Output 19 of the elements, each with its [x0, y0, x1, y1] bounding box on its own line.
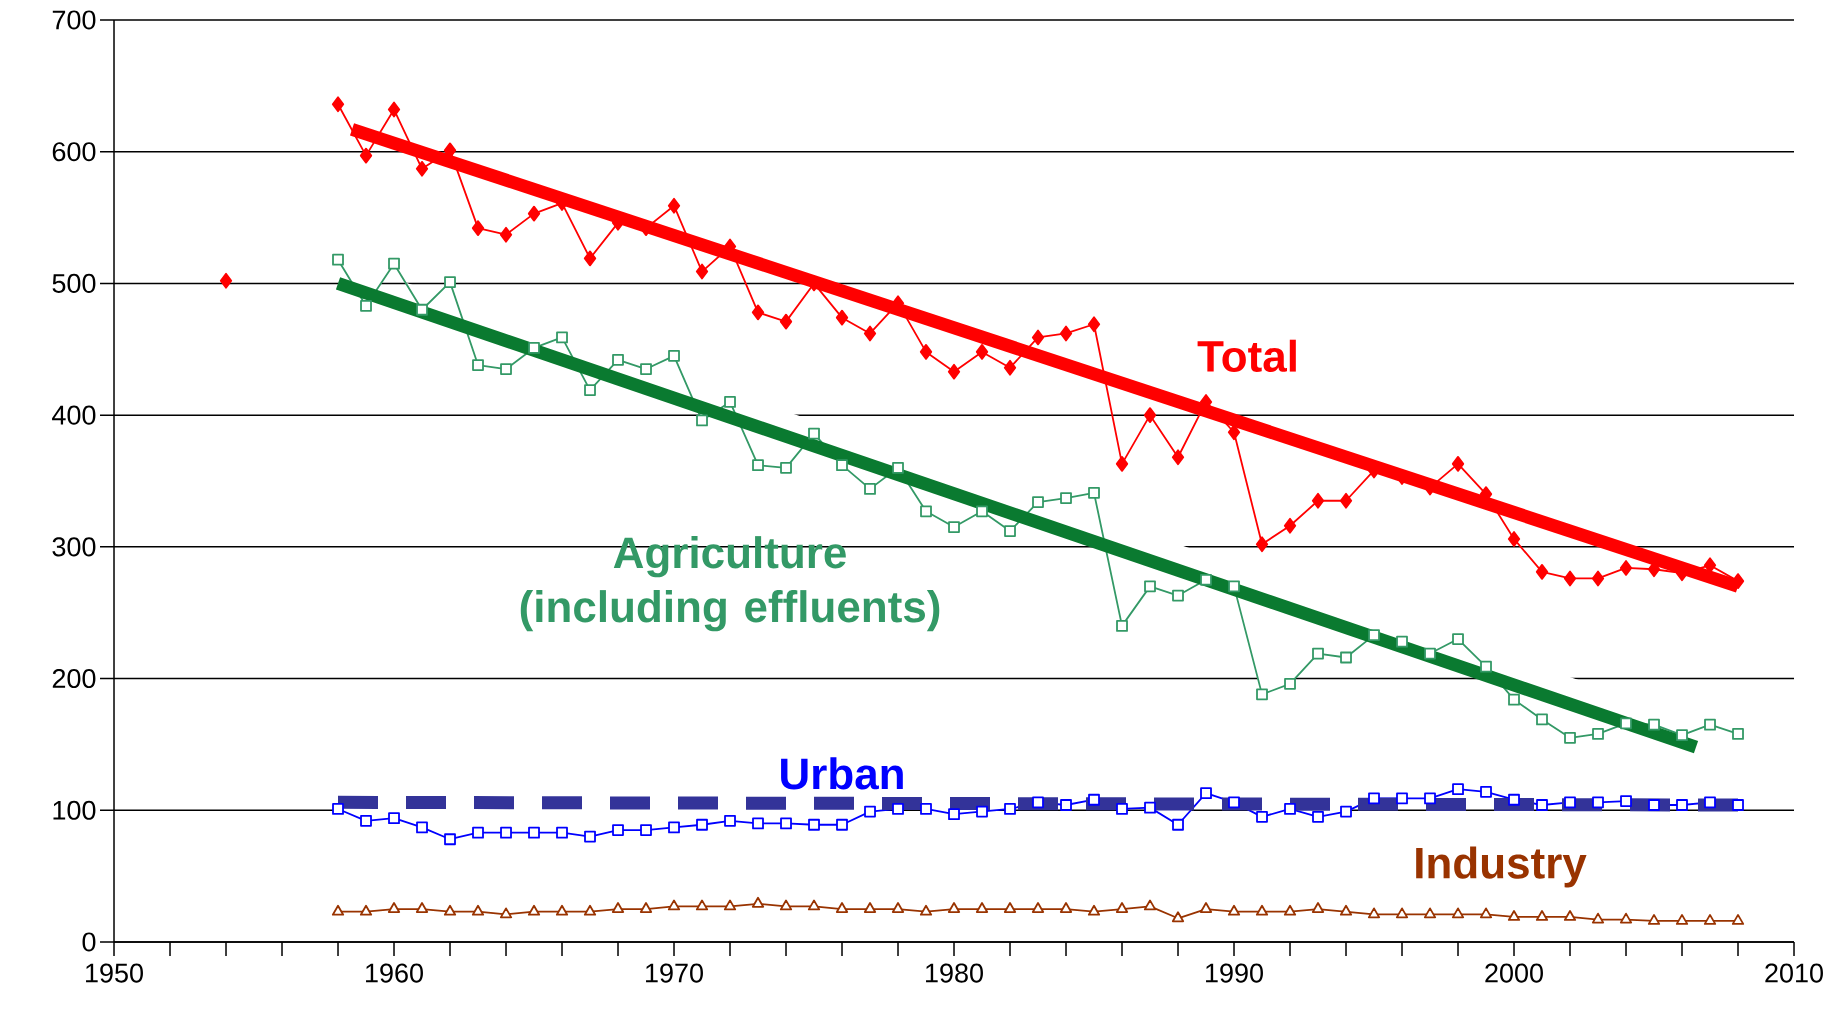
x-tick-label: 1980 — [926, 963, 983, 983]
y-tick-label: 200 — [52, 669, 96, 689]
series-label: Urban — [781, 757, 903, 790]
series-label: Agriculture (including effluents) — [520, 536, 940, 632]
y-tick-label: 600 — [52, 142, 96, 162]
x-tick-label: 1960 — [366, 963, 423, 983]
y-tick-label: 300 — [52, 537, 96, 557]
y-tick-label: 400 — [52, 405, 96, 425]
x-tick-label: 1970 — [646, 963, 703, 983]
x-tick-label: 1990 — [1206, 963, 1263, 983]
x-tick-label: 2000 — [1485, 963, 1543, 983]
x-tick-label: 1950 — [86, 963, 143, 983]
y-tick-label: 100 — [53, 800, 96, 820]
y-tick-label: 500 — [52, 273, 96, 293]
y-tick-label: 0 — [82, 932, 96, 952]
series-label: Industry — [1416, 846, 1587, 888]
x-tick-label: 2010 — [1765, 963, 1823, 983]
series-label: Total — [1197, 339, 1296, 373]
y-tick-label: 700 — [52, 10, 96, 30]
